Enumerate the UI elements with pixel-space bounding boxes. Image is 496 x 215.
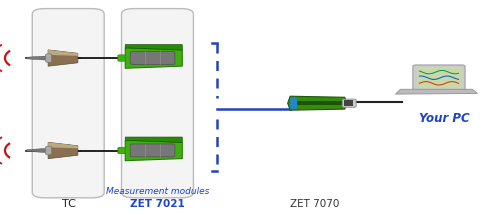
FancyBboxPatch shape <box>46 146 52 155</box>
Polygon shape <box>288 96 347 110</box>
FancyBboxPatch shape <box>413 65 465 90</box>
Polygon shape <box>48 50 78 56</box>
Text: TC: TC <box>62 198 75 209</box>
Circle shape <box>291 106 297 108</box>
FancyBboxPatch shape <box>130 52 175 64</box>
Polygon shape <box>48 142 78 159</box>
Text: Measurement modules: Measurement modules <box>106 187 209 196</box>
Polygon shape <box>27 56 48 60</box>
FancyBboxPatch shape <box>417 67 461 88</box>
FancyBboxPatch shape <box>290 101 345 105</box>
FancyBboxPatch shape <box>344 100 353 106</box>
FancyBboxPatch shape <box>122 9 193 198</box>
Polygon shape <box>125 137 183 142</box>
Text: Your PC: Your PC <box>419 112 469 125</box>
Text: ZET 7021: ZET 7021 <box>130 198 185 209</box>
Polygon shape <box>48 50 78 66</box>
Circle shape <box>291 103 297 106</box>
Circle shape <box>291 98 297 101</box>
Polygon shape <box>125 48 183 68</box>
FancyBboxPatch shape <box>118 147 126 154</box>
Circle shape <box>291 101 297 103</box>
FancyBboxPatch shape <box>32 9 104 198</box>
FancyBboxPatch shape <box>46 54 52 62</box>
Polygon shape <box>125 45 183 50</box>
FancyBboxPatch shape <box>118 55 126 61</box>
Polygon shape <box>27 148 48 153</box>
Text: ZET 7070: ZET 7070 <box>290 198 340 209</box>
Polygon shape <box>48 142 78 148</box>
FancyBboxPatch shape <box>342 99 356 107</box>
FancyBboxPatch shape <box>130 144 175 157</box>
Polygon shape <box>396 89 477 94</box>
Polygon shape <box>125 140 183 161</box>
